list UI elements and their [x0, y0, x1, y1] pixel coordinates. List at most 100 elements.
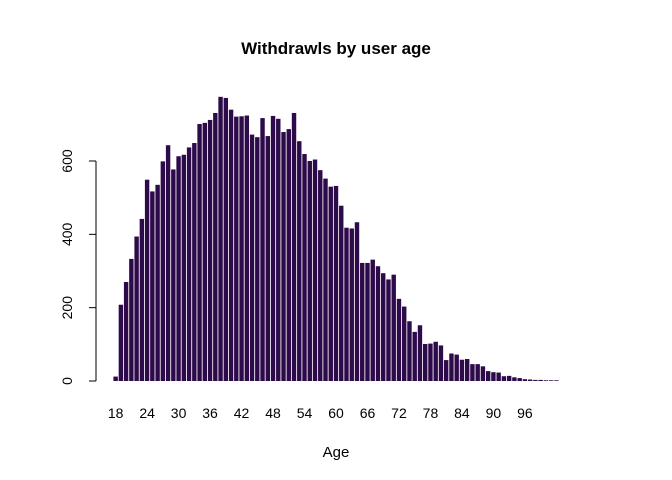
- bar-age-50: [281, 132, 286, 381]
- bar-age-79: [433, 341, 438, 381]
- bar-age-52: [291, 112, 297, 381]
- bar-age-23: [139, 218, 145, 381]
- x-tick-label: 48: [265, 405, 281, 421]
- x-tick-label: 54: [297, 405, 313, 421]
- bar-age-101: [548, 380, 554, 381]
- bar-age-44: [249, 134, 255, 381]
- bar-age-73: [402, 306, 407, 381]
- bar-age-60: [333, 185, 339, 381]
- bar-age-28: [165, 145, 171, 381]
- x-tick-label: 66: [360, 405, 376, 421]
- bar-age-80: [438, 345, 444, 381]
- bar-age-74: [407, 321, 412, 381]
- bar-age-46: [260, 118, 265, 381]
- bar-age-78: [428, 343, 433, 381]
- x-tick-label: 18: [108, 405, 124, 421]
- bar-age-53: [297, 141, 302, 381]
- bar-age-43: [244, 115, 250, 381]
- bar-age-88: [480, 366, 486, 381]
- x-tick-label: 30: [171, 405, 187, 421]
- bars-group: [113, 96, 559, 382]
- y-tick-label: 0: [59, 377, 75, 385]
- bar-age-96: [522, 379, 528, 381]
- x-tick-label: 84: [454, 405, 470, 421]
- bar-age-97: [527, 379, 533, 381]
- bar-age-33: [192, 143, 197, 381]
- bar-age-81: [443, 360, 449, 381]
- bar-age-94: [512, 377, 517, 381]
- bar-age-55: [307, 161, 312, 381]
- bar-age-64: [354, 222, 360, 381]
- bar-age-66: [365, 262, 370, 381]
- bar-age-32: [186, 147, 192, 381]
- bar-age-87: [475, 364, 480, 381]
- bar-age-89: [485, 371, 491, 381]
- chart-title: Withdrawls by user age: [241, 39, 431, 58]
- bar-age-57: [318, 170, 323, 381]
- bar-age-40: [228, 109, 234, 382]
- y-tick-label: 200: [59, 296, 75, 320]
- bar-age-27: [160, 161, 166, 381]
- x-tick-label: 60: [328, 405, 344, 421]
- bar-age-24: [144, 179, 150, 381]
- bar-age-72: [396, 298, 402, 381]
- bar-age-19: [118, 304, 124, 381]
- bar-age-98: [533, 379, 538, 381]
- bar-age-56: [312, 159, 318, 381]
- bar-age-95: [517, 378, 522, 381]
- bar-age-67: [370, 259, 375, 381]
- bar-age-76: [417, 325, 423, 381]
- bar-age-85: [464, 359, 470, 381]
- bar-age-91: [496, 372, 501, 381]
- bar-age-34: [197, 123, 202, 381]
- x-tick-label: 24: [139, 405, 155, 421]
- bar-age-93: [506, 375, 512, 381]
- bar-age-35: [202, 122, 208, 382]
- bar-age-48: [270, 115, 276, 382]
- bar-age-82: [449, 353, 454, 381]
- bar-age-86: [470, 364, 475, 381]
- bar-age-38: [218, 96, 223, 381]
- bar-age-39: [223, 97, 229, 382]
- bar-age-84: [459, 359, 465, 381]
- bar-age-54: [302, 154, 307, 381]
- bar-age-59: [328, 186, 333, 381]
- bar-age-92: [501, 376, 507, 381]
- bar-age-68: [375, 266, 381, 381]
- bar-age-22: [134, 236, 139, 381]
- bar-age-42: [239, 116, 244, 382]
- bar-age-83: [454, 354, 459, 381]
- bar-age-100: [543, 380, 549, 381]
- x-tick-label: 78: [423, 405, 439, 421]
- bar-age-90: [491, 372, 496, 381]
- bar-age-18: [113, 376, 118, 381]
- bar-age-25: [150, 191, 155, 381]
- y-axis: 0 200 400 600: [59, 149, 97, 385]
- x-tick-label: 42: [234, 405, 250, 421]
- bar-age-37: [213, 112, 218, 381]
- bar-age-31: [181, 154, 187, 381]
- bar-age-58: [323, 178, 328, 381]
- bar-age-30: [176, 156, 181, 381]
- x-tick-label: 72: [391, 405, 407, 421]
- bar-age-71: [391, 274, 396, 381]
- bar-age-20: [123, 282, 129, 381]
- bar-age-70: [386, 279, 391, 381]
- bar-age-49: [276, 118, 281, 381]
- bar-age-41: [234, 116, 239, 381]
- bar-age-21: [129, 258, 134, 381]
- bar-age-99: [538, 379, 543, 381]
- y-tick-label: 400: [59, 222, 75, 246]
- bar-age-47: [265, 136, 270, 381]
- bar-age-45: [255, 137, 260, 381]
- bar-age-77: [423, 343, 428, 381]
- bar-age-62: [344, 227, 349, 381]
- y-tick-label: 600: [59, 149, 75, 173]
- bar-age-75: [412, 331, 417, 381]
- x-axis-ticks: 18 24 30 36 42 48 54 60 66 72 78 84 90 96: [108, 405, 533, 421]
- x-axis-label: Age: [323, 444, 350, 461]
- bar-age-69: [381, 273, 386, 381]
- x-tick-label: 96: [517, 405, 533, 421]
- bar-age-63: [349, 228, 354, 381]
